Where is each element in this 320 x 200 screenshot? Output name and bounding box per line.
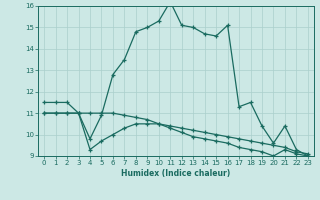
X-axis label: Humidex (Indice chaleur): Humidex (Indice chaleur) [121,169,231,178]
